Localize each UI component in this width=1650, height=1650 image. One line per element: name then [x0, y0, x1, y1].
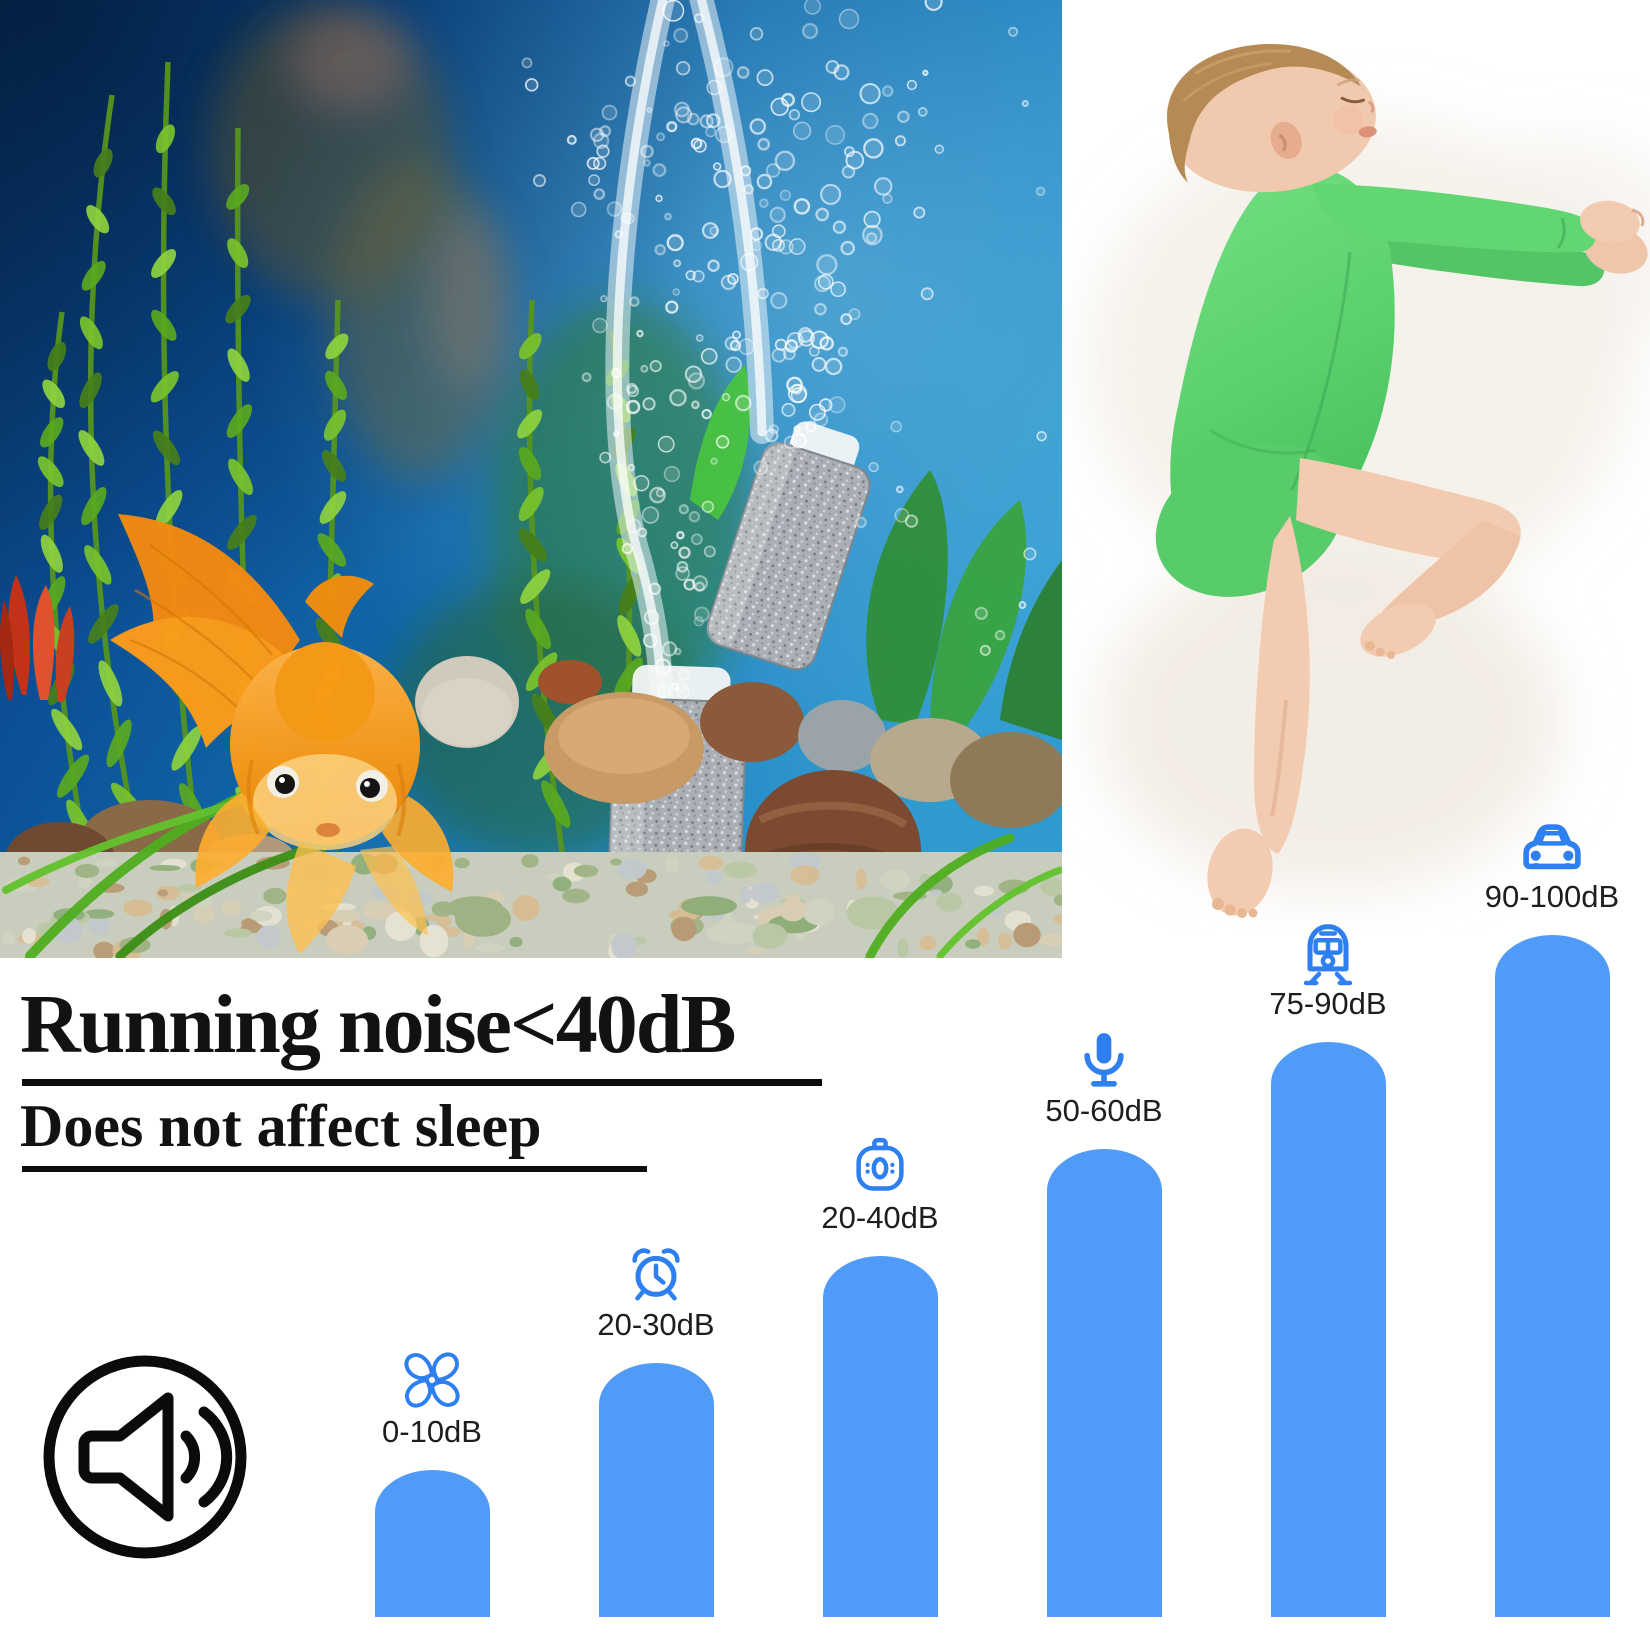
bar-label: 50-60dB: [1045, 1093, 1163, 1128]
aquarium-photo: [0, 0, 1062, 958]
bar-microphone: [1046, 1149, 1162, 1617]
fan-icon: [396, 1344, 468, 1416]
headline-underline: [22, 1079, 822, 1086]
bar-label: 0-10dB: [382, 1414, 482, 1449]
headline-subtitle: Does not affect sleep: [20, 1093, 542, 1159]
bar-car: [1494, 935, 1610, 1617]
bar-label: 20-40dB: [821, 1200, 939, 1235]
headline-title: Running noise<40dB: [20, 978, 737, 1071]
bar-label: 75-90dB: [1269, 986, 1387, 1021]
bar-alarm-clock: [598, 1363, 714, 1617]
bar-label: 20-30dB: [597, 1307, 715, 1342]
bar-fan: [374, 1470, 490, 1617]
baby-photo: [1062, 0, 1650, 935]
bar-train: [1270, 1042, 1386, 1617]
bar-rice-cooker: [822, 1256, 938, 1617]
bar-label: 90-100dB: [1484, 879, 1620, 914]
subtitle-underline: [22, 1166, 647, 1172]
microphone-icon: [1068, 1023, 1140, 1095]
car-icon: [1516, 809, 1588, 881]
goldfish: [110, 514, 454, 954]
speaker-volume-icon: [43, 1355, 247, 1559]
train-icon: [1292, 916, 1364, 988]
rice-cooker-icon: [844, 1130, 916, 1202]
alarm-clock-icon: [620, 1237, 692, 1309]
